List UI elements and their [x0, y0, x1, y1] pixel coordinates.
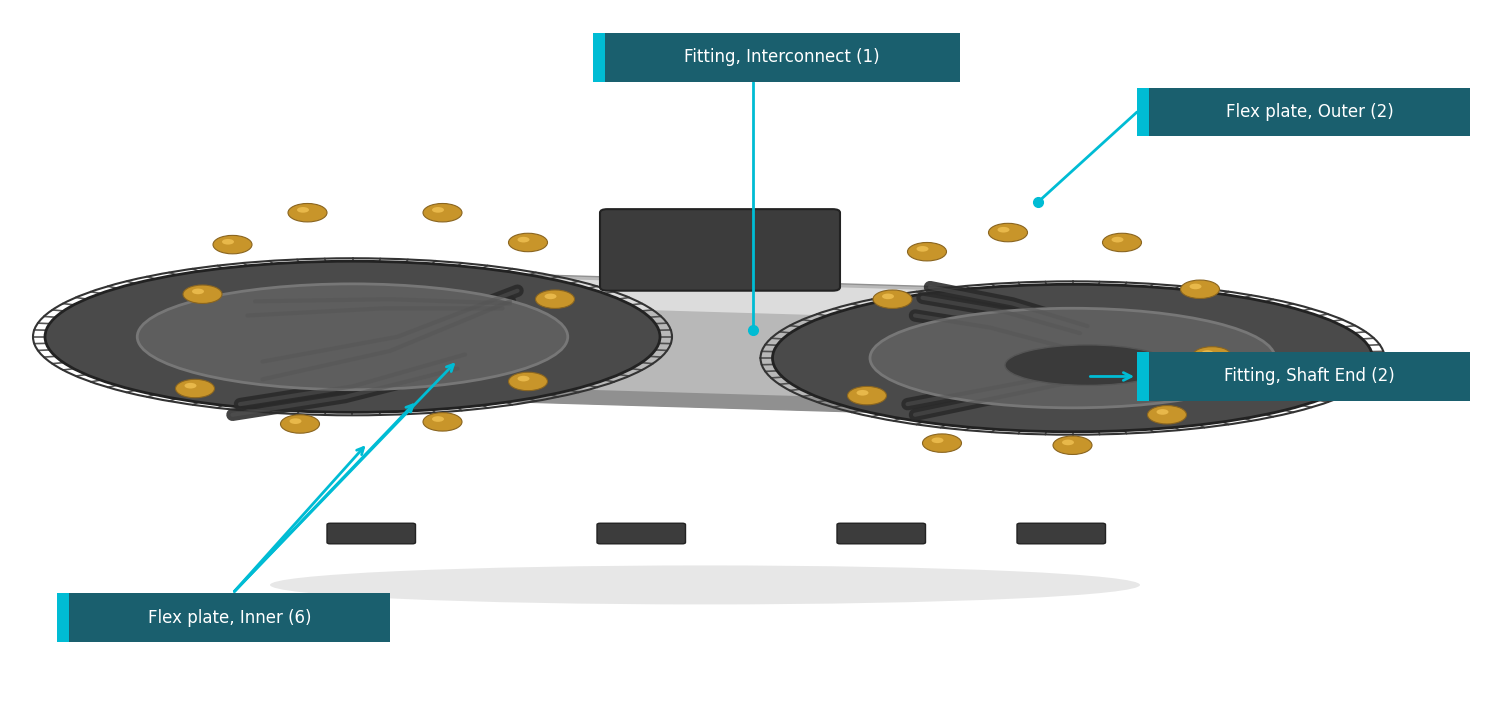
FancyBboxPatch shape [1149, 88, 1470, 136]
Circle shape [183, 285, 222, 303]
FancyBboxPatch shape [327, 523, 416, 544]
Circle shape [1156, 409, 1168, 415]
Circle shape [280, 415, 320, 433]
Circle shape [1148, 406, 1186, 424]
Circle shape [856, 390, 868, 396]
Text: Fitting, Shaft End (2): Fitting, Shaft End (2) [1224, 367, 1395, 386]
FancyBboxPatch shape [597, 523, 686, 544]
Circle shape [1180, 280, 1219, 298]
Ellipse shape [1005, 345, 1170, 386]
Circle shape [1112, 237, 1124, 242]
Circle shape [873, 290, 912, 308]
FancyBboxPatch shape [837, 523, 926, 544]
Polygon shape [352, 273, 1072, 323]
Polygon shape [352, 269, 1072, 418]
Ellipse shape [270, 566, 1140, 604]
Circle shape [509, 372, 548, 391]
Circle shape [1192, 347, 1231, 365]
Circle shape [544, 294, 556, 299]
FancyBboxPatch shape [1137, 352, 1149, 401]
FancyBboxPatch shape [592, 33, 604, 82]
Circle shape [432, 416, 444, 422]
Circle shape [213, 235, 252, 254]
Circle shape [297, 207, 309, 213]
Circle shape [922, 434, 962, 452]
Ellipse shape [772, 284, 1372, 432]
Polygon shape [352, 383, 1072, 418]
Circle shape [988, 223, 1028, 242]
Circle shape [998, 227, 1010, 233]
FancyBboxPatch shape [1017, 523, 1106, 544]
Circle shape [932, 437, 944, 443]
Circle shape [882, 294, 894, 299]
FancyBboxPatch shape [604, 33, 960, 82]
Circle shape [290, 418, 302, 424]
Ellipse shape [45, 261, 660, 413]
Circle shape [908, 242, 946, 261]
Ellipse shape [138, 284, 567, 390]
Circle shape [423, 203, 462, 222]
FancyBboxPatch shape [69, 593, 390, 642]
Circle shape [423, 413, 462, 431]
Circle shape [1202, 350, 1214, 356]
Text: Flex plate, Inner (6): Flex plate, Inner (6) [147, 608, 312, 627]
Text: Flex plate, Outer (2): Flex plate, Outer (2) [1226, 103, 1394, 121]
Ellipse shape [870, 308, 1275, 408]
FancyBboxPatch shape [57, 593, 69, 642]
Circle shape [518, 376, 530, 381]
Circle shape [518, 237, 530, 242]
Circle shape [432, 207, 444, 213]
Circle shape [1062, 440, 1074, 445]
Circle shape [536, 290, 574, 308]
Circle shape [192, 289, 204, 294]
Circle shape [176, 379, 214, 398]
FancyBboxPatch shape [1149, 352, 1470, 401]
Circle shape [288, 203, 327, 222]
Circle shape [847, 386, 886, 405]
Circle shape [184, 383, 196, 389]
Circle shape [1190, 284, 1202, 289]
Circle shape [509, 233, 548, 252]
Circle shape [222, 239, 234, 245]
Circle shape [1053, 436, 1092, 454]
Text: Fitting, Interconnect (1): Fitting, Interconnect (1) [684, 48, 880, 67]
FancyBboxPatch shape [600, 209, 840, 291]
Circle shape [1102, 233, 1142, 252]
Circle shape [916, 246, 928, 252]
FancyBboxPatch shape [1137, 88, 1149, 136]
